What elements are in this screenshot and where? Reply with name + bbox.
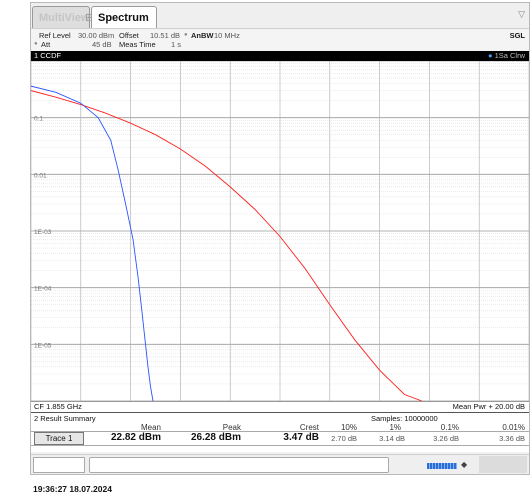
tab-multiview[interactable]: MultiView ⊞ (32, 6, 94, 28)
rbw-label: AnBW (191, 31, 214, 40)
trace-measured-line (31, 90, 423, 401)
analyzer-screen: MultiView ⊞ Spectrum ▽ Ref Level 30.00 d… (30, 2, 530, 475)
timestamp: 19:36:27 18.07.2024 (33, 484, 112, 494)
trace-indicator: ● 1Sa Clrw (488, 51, 525, 61)
offset-label: Offset (119, 31, 139, 40)
parameter-bar[interactable]: Ref Level 30.00 dBm Offset 10.51 dB ● An… (31, 30, 529, 50)
status-panel (479, 456, 527, 473)
trace-reference-line (31, 85, 154, 401)
tab-spectrum[interactable]: Spectrum (91, 6, 157, 28)
tab-multiview-label: MultiView (39, 12, 90, 24)
col-header-crest: Crest (299, 423, 319, 432)
meas-time-label: Meas Time (119, 40, 156, 49)
tab-close-icon[interactable]: ⊞ (85, 12, 95, 24)
y-tick-label: 1E-04 (34, 286, 52, 293)
sweep-mode-badge: SGL (509, 31, 525, 40)
att-value: 45 dB (92, 40, 112, 49)
att-bullet-icon: ● (34, 41, 38, 47)
p01-value: 3.26 dB (433, 434, 459, 443)
input-field[interactable] (89, 457, 389, 473)
chart-title: 1 CCDF (34, 51, 62, 60)
ref-level-label: Ref Level (39, 31, 71, 40)
att-label: Att (41, 40, 51, 49)
col-header-peak: Peak (222, 423, 241, 432)
chart-header: 1 CCDF ● 1Sa Clrw (31, 51, 529, 61)
offset-value: 10.51 dB (150, 31, 181, 40)
y-tick-label: 1E-03 (34, 229, 52, 236)
ccdf-plot-area[interactable]: 0.1 0.01 1E-03 1E-04 1E-05 (31, 61, 529, 401)
ref-level-value: 30.00 dBm (78, 31, 115, 40)
crest-value: 3.47 dB (283, 432, 319, 443)
y-tick-label: 0.1 (34, 116, 43, 123)
result-table: Mean Peak Crest 10% 1% 0.1% 0.01% Trace … (31, 423, 529, 453)
result-summary-title: 2 Result Summary (34, 414, 96, 423)
col-header-001pct: 0.01% (502, 423, 525, 432)
trace-1-button[interactable]: Trace 1 (34, 432, 84, 445)
meas-time-value: 1 s (171, 40, 182, 49)
center-frequency: CF 1.855 GHz (34, 402, 82, 411)
col-header-mean: Mean (140, 423, 161, 432)
rbw-value: 10 MHz (214, 31, 240, 40)
p10-value: 2.70 dB (331, 434, 357, 443)
col-header-01pct: 0.1% (440, 423, 459, 432)
p001-value: 3.36 dB (499, 434, 525, 443)
mean-value: 22.82 dBm (110, 432, 161, 443)
col-header-1pct: 1% (389, 423, 401, 432)
status-bar: ◆ (31, 454, 529, 474)
peak-value: 26.28 dBm (190, 432, 241, 443)
tab-bar: MultiView ⊞ Spectrum ▽ (31, 3, 529, 29)
rbw-bullet-icon: ● (184, 32, 188, 38)
status-icon: ◆ (461, 460, 468, 469)
trace-indicator-label: 1Sa Clrw (494, 51, 525, 60)
tab-menu-icon[interactable]: ▽ (518, 9, 525, 19)
ccdf-chart[interactable]: 0.1 0.01 1E-03 1E-04 1E-05 (31, 61, 529, 401)
y-tick-label: 0.01 (34, 172, 47, 179)
trace-indicator-icon: ● (487, 51, 493, 60)
softkey-left[interactable] (33, 457, 85, 473)
samples-count: Samples: 10000000 (371, 414, 438, 423)
sweep-progress-bar (427, 463, 457, 469)
tab-spectrum-label: Spectrum (98, 12, 149, 24)
plot-footer: CF 1.855 GHz Mean Pwr + 20.00 dB (31, 401, 529, 412)
result-summary: 2 Result Summary Samples: 10000000 Mean … (31, 412, 529, 452)
p1-value: 3.14 dB (379, 434, 405, 443)
col-header-10pct: 10% (340, 423, 357, 432)
x-axis-span: Mean Pwr + 20.00 dB (452, 402, 525, 411)
y-tick-label: 1E-05 (34, 342, 52, 349)
